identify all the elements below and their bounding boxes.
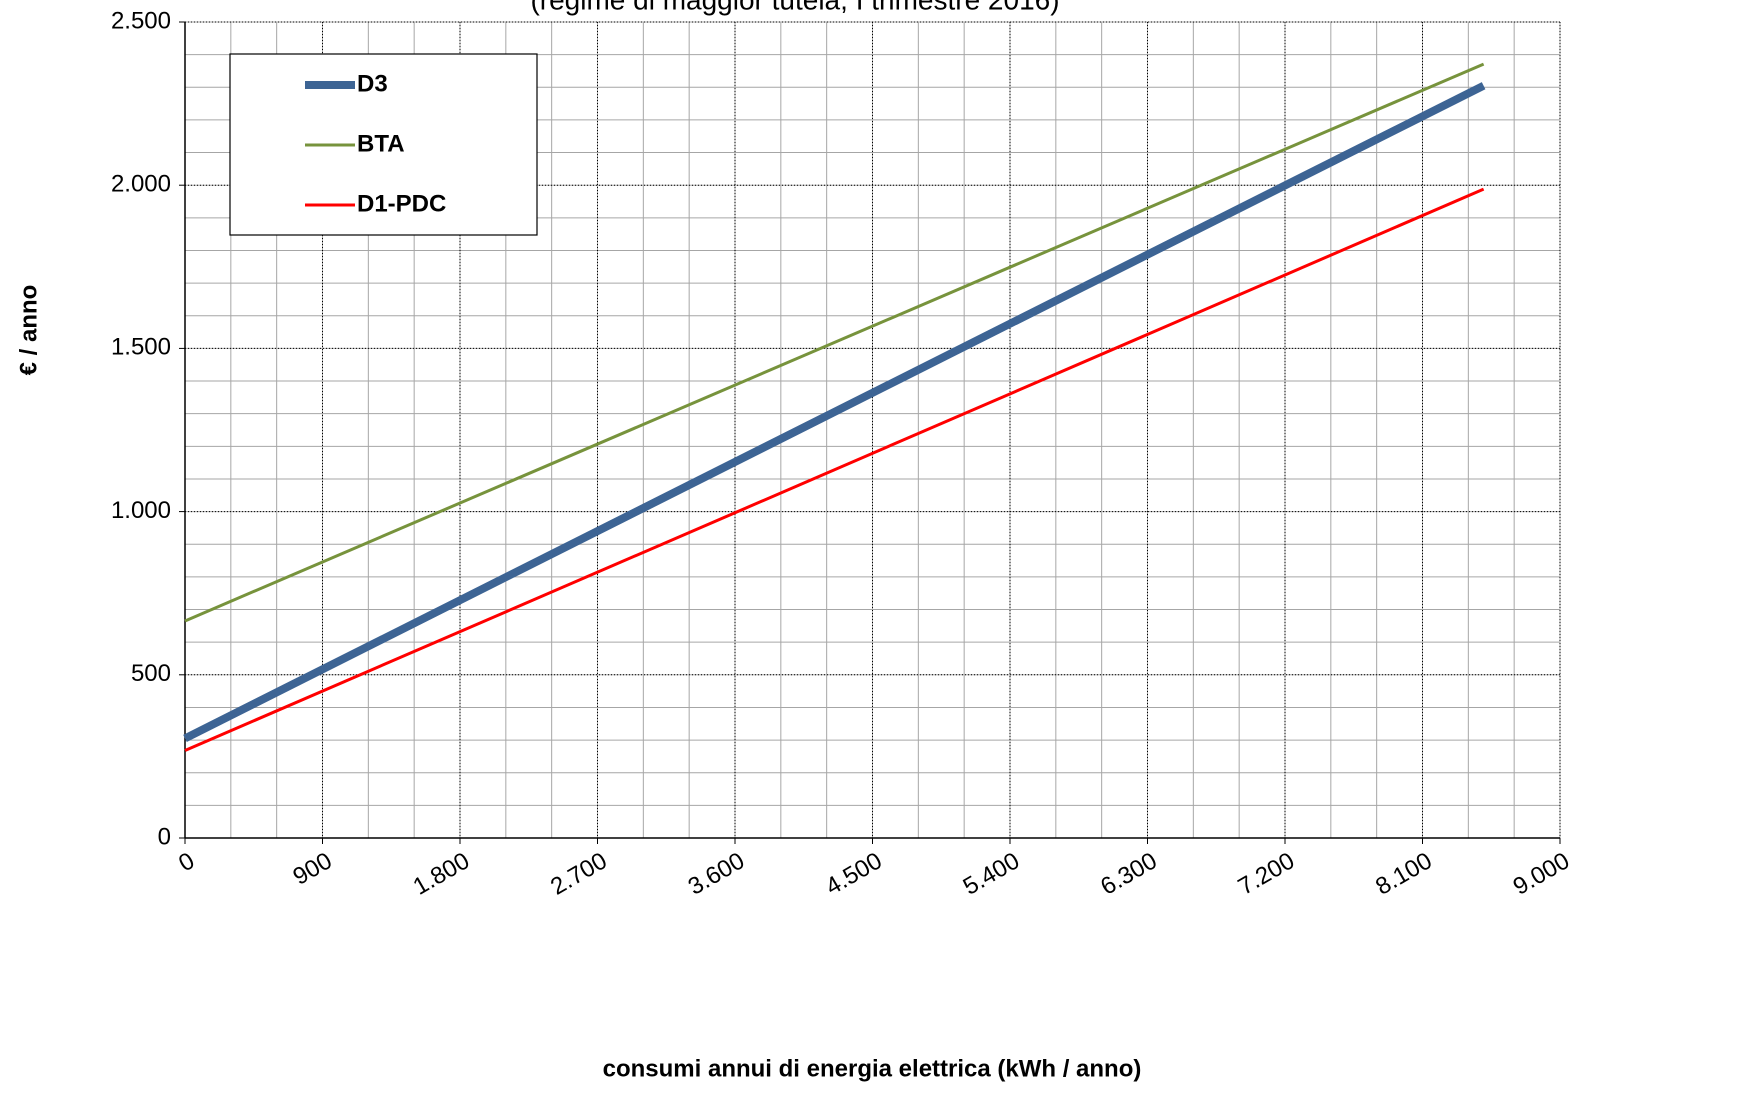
y-tick-label: 500 xyxy=(131,660,171,687)
x-tick-label: 5.400 xyxy=(959,847,1025,900)
legend-box xyxy=(229,53,538,236)
x-tick-label: 7.200 xyxy=(1234,847,1300,900)
legend-label: D1-PDC xyxy=(357,190,446,217)
x-tick-label: 2.700 xyxy=(546,847,612,900)
y-tick-label: 0 xyxy=(158,823,171,850)
y-tick-label: 1.000 xyxy=(111,497,171,524)
series-line xyxy=(184,187,1485,752)
y-tick-label: 2.000 xyxy=(111,171,171,198)
x-tick-label: 9.000 xyxy=(1509,847,1575,900)
y-tick-label: 2.500 xyxy=(111,7,171,34)
x-tick-label: 8.100 xyxy=(1371,847,1437,900)
x-tick-label: 900 xyxy=(288,847,336,890)
y-tick-label: 1.500 xyxy=(111,334,171,361)
x-axis-label: consumi annui di energia elettrica (kWh … xyxy=(603,1055,1142,1082)
chart-title: (regime di maggior tutela, I trimestre 2… xyxy=(530,0,1059,15)
x-tick-label: 0 xyxy=(174,847,199,877)
x-tick-label: 6.300 xyxy=(1096,847,1162,900)
x-tick-label: 3.600 xyxy=(684,847,750,900)
legend-label: D3 xyxy=(357,70,388,97)
series-line xyxy=(184,62,1485,623)
y-axis-label: € / anno xyxy=(15,285,42,376)
series-line xyxy=(183,82,1486,743)
legend-label: BTA xyxy=(357,130,405,157)
x-tick-label: 1.800 xyxy=(409,847,475,900)
x-tick-label: 4.500 xyxy=(821,847,887,900)
